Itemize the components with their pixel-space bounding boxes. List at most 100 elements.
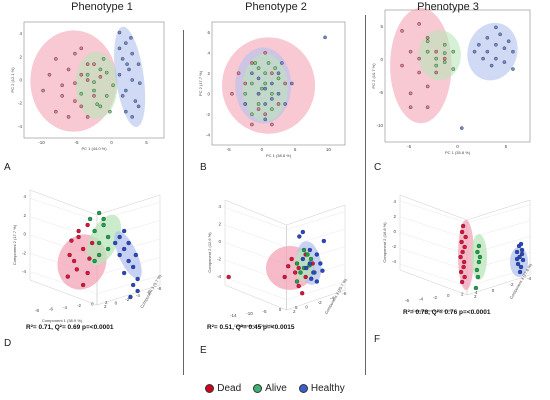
data-point-dead xyxy=(71,258,77,264)
y-tick-label: -2 xyxy=(392,244,396,249)
data-point-dead xyxy=(434,70,438,75)
stats-phenotype-1: R²= 0.71, Q²= 0.69 p=<0.0001 xyxy=(26,324,114,331)
data-point-healthy xyxy=(135,276,140,282)
y-tick-label: 2 xyxy=(218,222,221,227)
data-point-dead xyxy=(87,256,92,261)
data-point-healthy xyxy=(129,36,133,40)
data-point-alive xyxy=(79,91,84,96)
back-wall xyxy=(399,194,468,296)
data-point-dead xyxy=(89,240,95,246)
grid-line xyxy=(286,228,346,248)
data-point-healthy xyxy=(309,276,314,281)
data-point-dead xyxy=(60,83,64,88)
data-point-healthy xyxy=(514,256,520,262)
panel-label-e: E xyxy=(200,345,207,356)
data-point-healthy xyxy=(518,241,524,247)
y-tick-label: -2 xyxy=(206,112,210,117)
data-point-healthy xyxy=(318,261,323,266)
data-point-healthy xyxy=(250,71,254,76)
data-point-healthy xyxy=(314,279,319,284)
z-tick-label: -2 xyxy=(125,297,129,302)
y-tick-label: -5 xyxy=(379,90,383,95)
data-point-healthy xyxy=(133,99,138,103)
data-point-healthy xyxy=(311,270,316,275)
x-tick-label: 0 xyxy=(456,144,459,149)
data-point-healthy xyxy=(494,25,498,30)
x-tick-label: 5 xyxy=(294,147,297,152)
data-point-dead xyxy=(85,62,90,66)
y-tick-label: -4 xyxy=(22,269,26,274)
y-tick-label: 0 xyxy=(207,91,210,96)
data-point-dead xyxy=(236,71,241,76)
data-point-alive xyxy=(475,249,480,255)
confidence-ellipse xyxy=(114,231,142,279)
y-tick-label: -2 xyxy=(217,257,221,262)
confidence-ellipse xyxy=(467,22,518,81)
data-point-healthy xyxy=(518,264,524,270)
data-point-healthy xyxy=(283,102,287,106)
data-point-healthy xyxy=(321,238,326,244)
data-point-dead xyxy=(417,56,421,61)
z-tick-label: 2 xyxy=(104,304,107,309)
data-point-alive xyxy=(263,81,268,86)
data-point-healthy xyxy=(289,81,294,86)
y-tick-label: 0 xyxy=(19,78,22,83)
data-point-dead xyxy=(85,78,90,82)
confidence-ellipse xyxy=(75,51,118,120)
stats-phenotype-2: R²= 0.51, Q²= 0.45 p=<0.0015 xyxy=(207,324,295,331)
y-tick-label: 2 xyxy=(393,214,396,219)
x-tick-label: 5 xyxy=(505,144,508,149)
data-point-healthy xyxy=(120,57,125,61)
data-point-healthy xyxy=(263,102,268,106)
data-point-alive xyxy=(92,258,97,264)
data-point-dead xyxy=(462,274,467,280)
grid-line xyxy=(224,277,287,300)
data-point-dead xyxy=(47,72,52,77)
data-point-dead xyxy=(408,91,413,96)
stats-phenotype-3: R²= 0.78, Q²= 0.76 p=<0.0001 xyxy=(403,309,491,316)
data-point-dead xyxy=(92,62,96,66)
data-point-dead xyxy=(408,49,413,54)
data-point-healthy xyxy=(126,258,131,264)
data-point-healthy xyxy=(130,51,134,56)
y-tick-label: 2 xyxy=(23,213,26,218)
data-point-healthy xyxy=(307,247,312,253)
data-point-healthy xyxy=(121,270,127,276)
data-point-dead xyxy=(54,57,58,61)
data-point-healthy xyxy=(117,234,122,240)
grid-line xyxy=(29,198,98,221)
data-point-alive xyxy=(451,49,456,54)
x-tick-label: -5 xyxy=(263,309,267,314)
x-tick-label: 4 xyxy=(475,290,478,295)
data-point-healthy xyxy=(307,261,312,266)
data-point-alive xyxy=(92,80,96,84)
legend-item-alive: Alive xyxy=(253,383,287,394)
legend-item-dead: Dead xyxy=(205,383,241,394)
data-point-healthy xyxy=(128,294,133,300)
grid-line xyxy=(224,224,287,248)
data-point-alive xyxy=(476,243,482,249)
data-point-healthy xyxy=(117,30,122,35)
data-point-healthy xyxy=(138,81,142,85)
x-tick-label: -8 xyxy=(35,308,39,313)
panel-label-d: D xyxy=(4,338,12,349)
y-axis-label: PC 2 (12.1 %) xyxy=(10,67,15,93)
data-point-alive xyxy=(273,66,277,70)
data-point-dead xyxy=(460,223,466,229)
x-tick-label: -2 xyxy=(77,303,81,308)
data-point-dead xyxy=(303,274,308,280)
x-tick-label: -5 xyxy=(74,140,78,145)
data-point-alive xyxy=(425,39,430,44)
data-point-alive xyxy=(92,88,96,93)
data-point-healthy xyxy=(124,41,128,45)
data-point-dead xyxy=(73,51,77,56)
data-point-dead xyxy=(92,94,96,98)
data-point-alive xyxy=(95,102,99,107)
legend-item-healthy: Healthy xyxy=(298,383,345,394)
data-point-alive xyxy=(451,67,456,71)
y-tick-label: 2 xyxy=(19,54,22,59)
data-point-dead xyxy=(283,81,287,86)
data-point-dead xyxy=(98,75,103,79)
x-tick-label: -5 xyxy=(407,144,411,149)
